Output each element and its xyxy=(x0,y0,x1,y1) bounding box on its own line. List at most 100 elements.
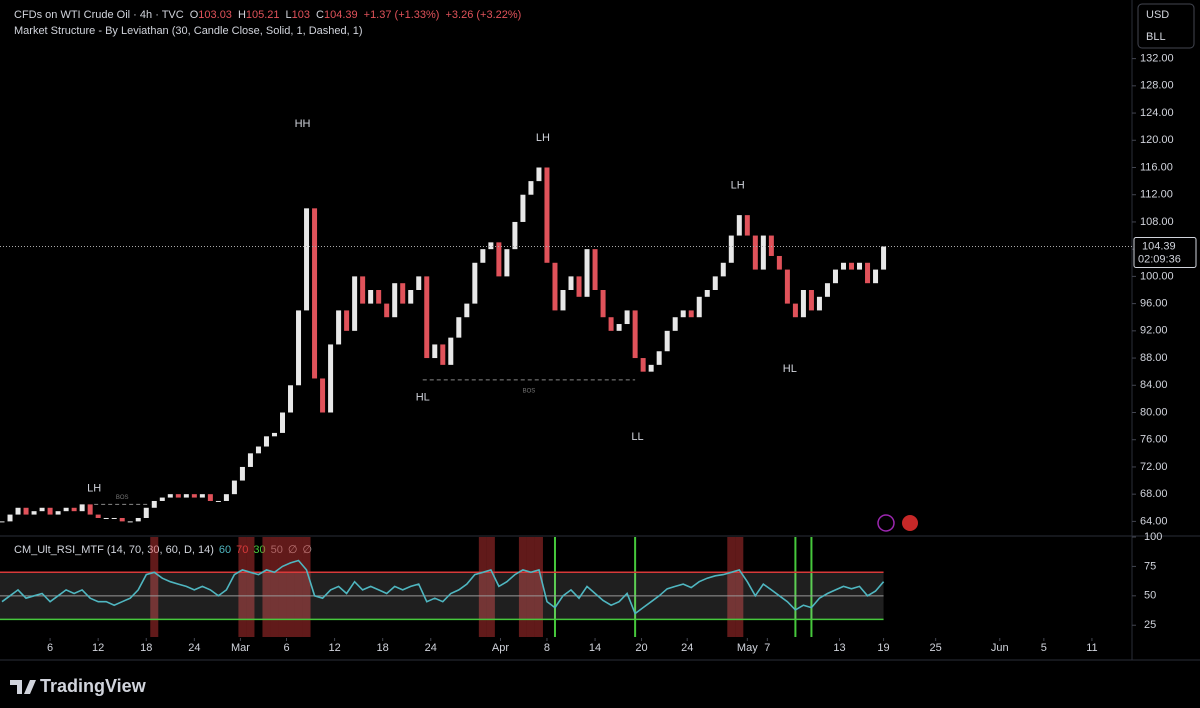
ohlc-value: 103.03 xyxy=(198,9,232,21)
ohlc-value: 105.21 xyxy=(246,9,280,21)
candle xyxy=(143,507,149,518)
unit: BLL xyxy=(1146,31,1166,43)
y-tick-label: 112.00 xyxy=(1140,189,1173,201)
y-tick-label: 88.00 xyxy=(1140,352,1168,364)
countdown: 02:09:36 xyxy=(1138,253,1181,265)
x-tick-label: 13 xyxy=(833,642,845,654)
candle xyxy=(183,494,189,498)
candle xyxy=(881,246,887,270)
candle xyxy=(656,351,662,365)
ohlc: O103.03 H105.21 L103 C104.39 +1.37 (+1.33%) +… xyxy=(190,9,522,21)
candle xyxy=(159,497,165,501)
candle xyxy=(784,269,790,304)
ohlc-label: O xyxy=(190,9,199,21)
pivot-label: HL xyxy=(416,392,430,404)
x-tick-label: 12 xyxy=(92,642,104,654)
y-tick-label: 50 xyxy=(1144,590,1156,602)
x-tick-label: 8 xyxy=(544,642,550,654)
overbought-zone xyxy=(727,537,736,637)
y-tick-label: 120.00 xyxy=(1140,134,1174,146)
candle xyxy=(199,494,205,498)
overbought-zone xyxy=(518,537,527,637)
candle xyxy=(496,242,502,277)
currency-box[interactable] xyxy=(1137,3,1195,49)
candle xyxy=(808,290,814,311)
candle xyxy=(664,330,670,352)
candle xyxy=(368,290,374,304)
x-tick-label: Jun xyxy=(991,642,1009,654)
x-tick-label: 7 xyxy=(764,642,770,654)
x-tick-label: 6 xyxy=(47,642,53,654)
candle xyxy=(849,262,855,270)
pivot-label: LH xyxy=(87,482,101,494)
candle xyxy=(263,436,269,447)
candle xyxy=(720,262,726,277)
symbol: CFDs on WTI Crude Oil · 4h · TVC O103.03 H… xyxy=(14,9,521,21)
candle xyxy=(400,283,406,304)
change: +3.26 (+3.22%) xyxy=(445,9,521,21)
overbought-zone xyxy=(486,537,495,637)
candle xyxy=(175,494,181,498)
candle xyxy=(873,269,879,284)
candle xyxy=(552,262,558,311)
legend-item: ∅ xyxy=(288,544,298,556)
x-tick-label: 11 xyxy=(1086,642,1097,654)
ohlc-label: C xyxy=(316,9,324,21)
candle xyxy=(592,249,598,290)
candle xyxy=(424,276,430,359)
y-tick-label: 80.00 xyxy=(1140,406,1168,418)
candle xyxy=(215,500,221,502)
candle xyxy=(672,317,678,331)
x-tick-label: 14 xyxy=(589,642,601,654)
indicator: Market Structure - By Leviathan (30, Can… xyxy=(14,25,363,37)
candle xyxy=(39,507,45,512)
overbought-zone xyxy=(478,537,487,637)
x-tick-label: 24 xyxy=(681,642,693,654)
y-tick-label: 92.00 xyxy=(1140,325,1168,337)
candle xyxy=(440,344,446,365)
y-tick-label: 100.00 xyxy=(1140,270,1174,282)
candle xyxy=(616,324,622,331)
candle xyxy=(15,507,21,515)
candle xyxy=(320,378,326,413)
candle xyxy=(704,290,710,297)
rsi-line xyxy=(1,559,885,615)
last-price: 104.39 xyxy=(1142,240,1176,252)
legend-item: ∅ xyxy=(303,544,313,556)
candle xyxy=(231,480,237,495)
candle xyxy=(624,310,630,325)
candle xyxy=(696,296,702,318)
icon-flag[interactable] xyxy=(902,515,918,531)
candle xyxy=(480,249,486,263)
candle xyxy=(608,317,614,331)
pivot-label: HH xyxy=(295,118,311,130)
y-tick-label: 64.00 xyxy=(1140,515,1168,527)
candle xyxy=(416,276,422,290)
candle xyxy=(776,255,782,270)
ohlc-value: 104.39 xyxy=(324,9,358,21)
overbought-zone xyxy=(262,537,271,637)
y-tick-label: 72.00 xyxy=(1140,461,1168,473)
candle xyxy=(688,310,694,318)
candle xyxy=(800,290,806,318)
x-tick-label: 18 xyxy=(377,642,389,654)
candle xyxy=(304,208,310,311)
candle xyxy=(544,167,550,263)
candle xyxy=(865,262,871,284)
candle xyxy=(55,511,61,515)
y-tick-label: 76.00 xyxy=(1140,434,1168,446)
y-tick-label: 116.00 xyxy=(1140,161,1173,173)
candle xyxy=(576,276,582,297)
brand: TradingView xyxy=(10,676,147,696)
icon-flash[interactable] xyxy=(877,514,895,532)
change: +1.37 (+1.33%) xyxy=(364,9,440,21)
candle xyxy=(151,500,157,508)
overbought-zone xyxy=(150,537,159,637)
candle xyxy=(376,290,382,304)
x-tick-label: 19 xyxy=(877,642,889,654)
candle xyxy=(632,310,638,359)
candle xyxy=(127,521,133,523)
candle xyxy=(792,303,798,318)
candle xyxy=(728,235,734,263)
